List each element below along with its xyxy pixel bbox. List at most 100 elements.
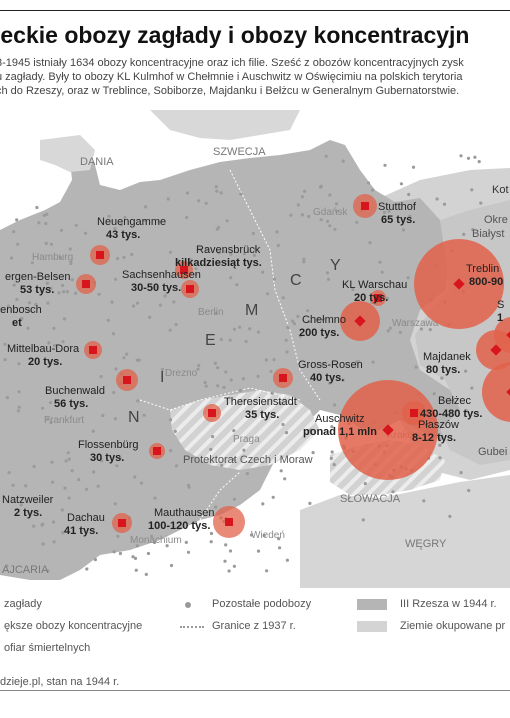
subcamp-dot [65,290,69,294]
subcamp-dots [3,154,483,576]
subcamp-dot [438,456,442,460]
subcamp-dot [388,326,392,330]
subcamp-dot [391,490,395,494]
subcamp-dot [435,197,439,201]
subcamp-dot [184,540,188,544]
subcamp-dot [54,361,59,366]
subcamp-dot [44,241,48,245]
subcamp-dot [45,212,49,216]
subcamp-dot [113,227,117,231]
legend-borders: Granice z 1937 r. [212,620,296,632]
subcamp-dot [407,192,411,197]
subcamp-dot [169,418,173,422]
subcamp-dot [142,413,146,417]
subcamp-dot [111,332,116,336]
subcamp-dot [232,429,236,433]
subcamp-dot [401,228,406,232]
subcamp-dot [398,330,402,334]
niemcy-letter: N [128,409,140,426]
subcamp-dot [169,449,173,453]
subcamp-dot [226,259,230,263]
subcamp-dot [17,362,21,366]
subcamp-dot [442,202,447,206]
subcamp-dot [361,518,365,522]
subcamp-dot [380,270,384,274]
camp-victims: 41 tys. [64,525,98,537]
subcamp-dot [467,488,471,493]
subcamp-dot [307,319,311,324]
subcamp-dot [272,358,276,362]
camp-square-icon [82,280,90,288]
subcamp-dot [193,520,197,524]
subcamp-dot [15,218,19,222]
region-label: Białyst [472,228,504,240]
camp-square-icon [208,409,216,417]
subcamp-dot [341,159,345,163]
subcamp-dot [41,406,45,410]
death-camp-icon [354,315,366,327]
subcamp-dot [99,375,103,379]
subcamp-dot [283,477,287,481]
camp-name: genbosch [0,304,42,316]
subcamp-dot [440,376,444,380]
region-label: AJCARIA [2,564,49,576]
subcamp-dot [220,463,224,467]
subcamp-dot [466,156,471,160]
source-note: dzieje.pl, stan na 1944 r. [0,676,120,688]
subcamp-dot [12,230,16,234]
region-label: Okre [484,214,508,226]
subcamp-dot [136,399,140,403]
subcamp-dot [265,569,269,573]
subcamp-dot [222,385,226,389]
niemcy-letter: E [205,332,216,349]
subcamp-dot [291,319,295,323]
subcamp-dot [319,218,323,222]
subcamp-dot [46,301,50,305]
subcamp-dot [428,328,432,332]
subcamp-dot [333,403,337,407]
subcamp-dot [12,283,16,287]
subcamp-dot [174,464,179,468]
subcamp-dot [40,523,44,527]
subcamp-dot [324,154,328,158]
subcamp-dot [229,252,233,256]
region-label: SZWECJA [213,146,266,158]
subcamp-dot [269,369,273,374]
subcamp-dot [325,271,330,275]
occupied-swatch [357,621,387,632]
subcamp-dot [148,315,152,319]
subcamp-dot [386,329,390,333]
subcamp-dot [383,163,387,167]
subcamp-dot [196,367,200,371]
subcamp-dot [197,247,201,251]
subcamp-dot [118,551,122,556]
city-label: Monachium [130,535,182,546]
subcamp-dot [26,326,30,330]
subcamp-dot [152,540,157,545]
subcamp-dot [330,450,334,454]
subcamp-dot [292,322,296,326]
subcamp-dot [227,569,231,573]
camp-square-icon [374,294,382,302]
subcamp-dot [209,540,213,544]
subcamp-dot [459,471,463,475]
subcamp-dot [114,367,118,371]
border-1937 [139,169,321,521]
subcamp-dot [228,549,233,553]
camp-marker: S1 [494,299,510,353]
subcamp-dot [224,370,228,374]
camp-name: S [497,299,504,311]
subcamp-dot [47,361,52,365]
death-camp-icon [506,329,510,341]
subcamp-dot [44,221,48,226]
subcamp-dot [41,542,45,546]
subcamp-dot [211,435,215,439]
intro-line: ch do Rzeszy, oraz w Treblince, Sobiborz… [0,85,460,97]
camp-name: Mittelbau-Dora [7,343,80,355]
legend-death-camps: zagłady [4,598,42,610]
subcamp-dot [158,303,162,307]
